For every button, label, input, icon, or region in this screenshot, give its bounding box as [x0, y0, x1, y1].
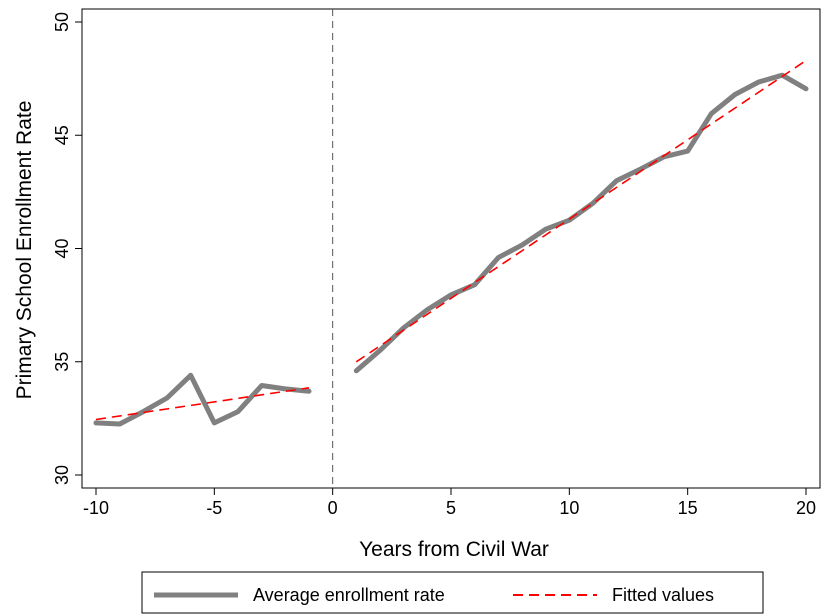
plot-area-frame	[81, 8, 821, 489]
x-tick-label: 20	[796, 498, 816, 518]
x-tick-label: -5	[206, 498, 222, 518]
average-enrollment-line-0	[93, 372, 312, 427]
y-tick-label: 45	[52, 125, 72, 145]
y-tick-label: 40	[52, 238, 72, 258]
y-axis-ticks: 30 35 40 45 50	[52, 12, 82, 485]
fitted-values-line-1	[355, 59, 807, 363]
legend-label-average-enrollment: Average enrollment rate	[253, 585, 445, 605]
x-tick-label: 10	[559, 498, 579, 518]
x-tick-label: 5	[446, 498, 456, 518]
fitted-values-line-0	[95, 387, 310, 421]
average-enrollment-line-1	[353, 72, 809, 374]
y-tick-label: 50	[52, 12, 72, 32]
x-tick-label: 0	[328, 498, 338, 518]
legend-box	[141, 571, 764, 614]
x-axis-title: Years from Civil War	[359, 538, 549, 561]
legend-label-fitted-values: Fitted values	[612, 585, 714, 605]
y-tick-label: 30	[52, 465, 72, 485]
y-tick-label: 35	[52, 352, 72, 372]
legend: Average enrollment rate Fitted values	[141, 571, 764, 614]
y-axis-title: Primary School Enrollment Rate	[13, 101, 36, 400]
x-axis-ticks: -10 -5 0 5 10 15 20	[83, 488, 816, 518]
x-tick-label: -10	[83, 498, 109, 518]
series-layer	[93, 59, 809, 427]
x-tick-label: 15	[678, 498, 698, 518]
